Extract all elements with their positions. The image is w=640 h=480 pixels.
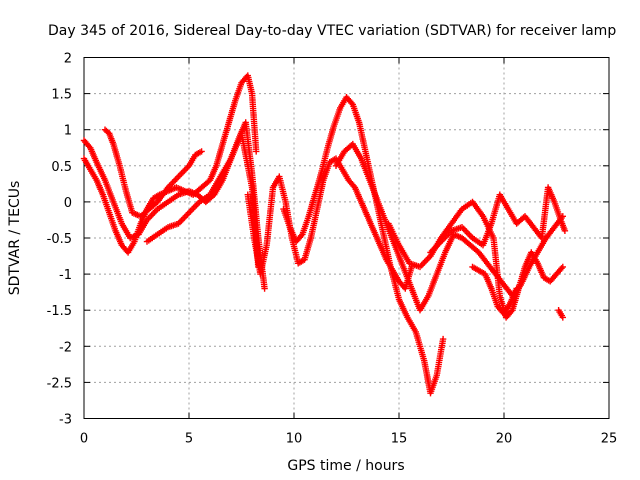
y-tick-label: 1 xyxy=(64,124,72,139)
data-point-sample xyxy=(348,99,355,107)
chart-title: Day 345 of 2016, Sidereal Day-to-day VTE… xyxy=(48,23,616,39)
y-tick-label: -1.5 xyxy=(47,304,72,319)
y-tick-label: -0.5 xyxy=(47,232,72,247)
data-point xyxy=(261,285,268,292)
data-point-sample xyxy=(297,232,305,239)
x-tick-label: 25 xyxy=(601,432,618,447)
y-tick-label: 1.5 xyxy=(51,88,72,103)
data-point xyxy=(439,335,447,343)
y-tick-label: 2 xyxy=(64,52,72,67)
x-tick-label: 5 xyxy=(185,432,193,447)
data-point xyxy=(561,227,569,234)
series-satellite-track-6 xyxy=(280,94,447,397)
y-tick-label: 0.5 xyxy=(51,160,72,175)
x-tick-label: 15 xyxy=(391,432,408,447)
y-tick-labels: -3 -2.5 -2 -1.5 -1 -0.5 0 0.5 1 1.5 2 xyxy=(47,52,72,428)
series-satellite-track-8 xyxy=(385,198,566,321)
x-tick-label: 10 xyxy=(286,432,303,447)
x-axis-label: GPS time / hours xyxy=(287,458,404,474)
y-tick-label: -2 xyxy=(59,340,72,355)
series-satellite-track-3 xyxy=(101,126,205,220)
y-tick-label: -3 xyxy=(59,413,72,428)
y-tick-label: -1 xyxy=(59,268,72,283)
data-point-sample xyxy=(507,308,515,315)
data-point xyxy=(559,263,566,271)
x-tick-label: 20 xyxy=(496,432,513,447)
data-point xyxy=(198,148,205,155)
data-point xyxy=(513,285,520,292)
y-tick-label: 0 xyxy=(64,196,72,211)
y-axis-label: SDTVAR / TECUs xyxy=(7,181,23,296)
series-satellite-track-10 xyxy=(469,263,520,317)
data-point xyxy=(253,148,260,155)
x-tick-label: 0 xyxy=(80,432,88,447)
x-tick-labels: 0 5 10 15 20 25 xyxy=(80,432,617,447)
series-satellite-track-11 xyxy=(555,307,566,321)
grid xyxy=(84,57,609,419)
data-point xyxy=(559,314,566,321)
axis-ticks xyxy=(83,57,610,419)
y-tick-label: -2.5 xyxy=(47,376,72,391)
data-series xyxy=(80,72,569,397)
series-satellite-track-9 xyxy=(427,184,569,256)
data-point-sample xyxy=(558,265,565,272)
